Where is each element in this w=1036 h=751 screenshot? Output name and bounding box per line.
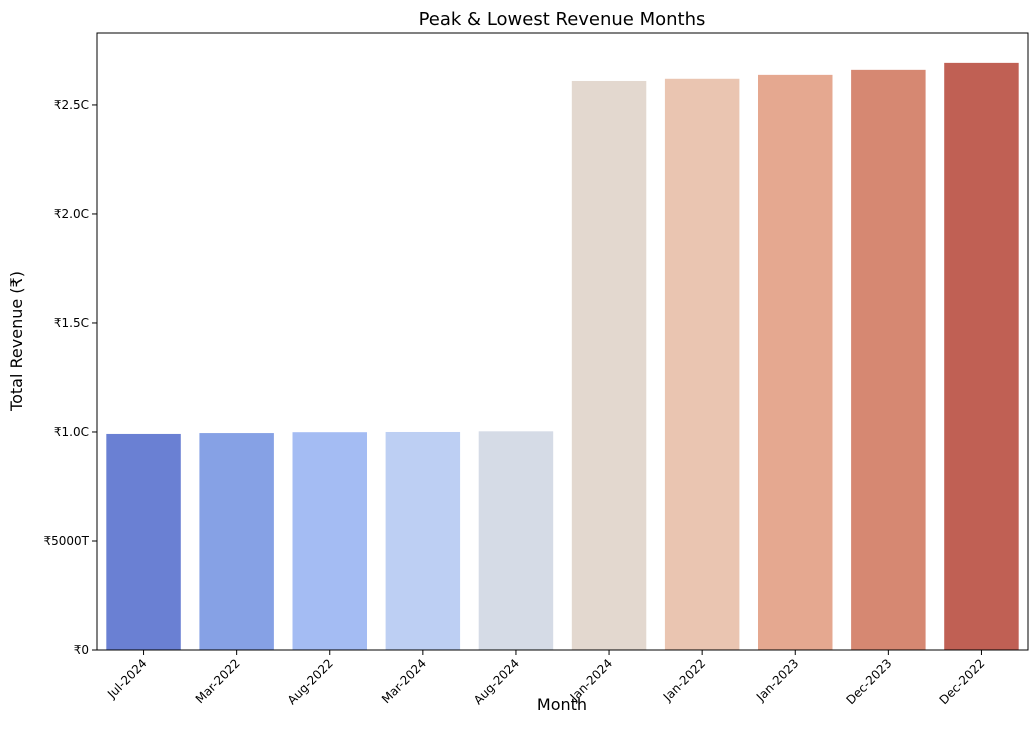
x-tick-label: Jan-2024 (567, 656, 615, 704)
bar (851, 69, 926, 650)
y-tick-label: ₹5000T (43, 534, 89, 548)
bar (571, 80, 647, 650)
x-tick-label: Dec-2022 (937, 656, 988, 707)
y-axis-label: Total Revenue (₹) (7, 271, 26, 412)
bar (478, 431, 554, 650)
x-tick-label: Jan-2023 (753, 656, 801, 704)
y-tick-label: ₹0 (74, 643, 89, 657)
x-tick-label: Aug-2022 (285, 656, 336, 707)
bar (664, 78, 740, 651)
y-tick-label: ₹1.5C (54, 316, 89, 330)
bar (758, 74, 833, 651)
x-axis-label: Month (537, 695, 587, 714)
y-tick-label: ₹2.0C (54, 207, 89, 221)
bar (385, 431, 461, 650)
bar (199, 433, 274, 650)
x-tick-label: Dec-2023 (843, 656, 894, 707)
plot-frame (96, 32, 1029, 651)
chart-title: Peak & Lowest Revenue Months (419, 9, 706, 30)
y-tick-label: ₹2.5C (54, 98, 89, 112)
x-tick-label: Mar-2024 (379, 656, 429, 706)
x-tick-label: Jan-2022 (660, 656, 708, 704)
x-tick-label: Aug-2024 (471, 656, 522, 707)
x-tick-label: Jul-2024 (104, 656, 150, 702)
bar (944, 62, 1019, 651)
bar (106, 433, 181, 650)
bar (292, 432, 367, 650)
x-tick-label: Mar-2022 (193, 656, 243, 706)
y-tick-label: ₹1.0C (54, 425, 89, 439)
